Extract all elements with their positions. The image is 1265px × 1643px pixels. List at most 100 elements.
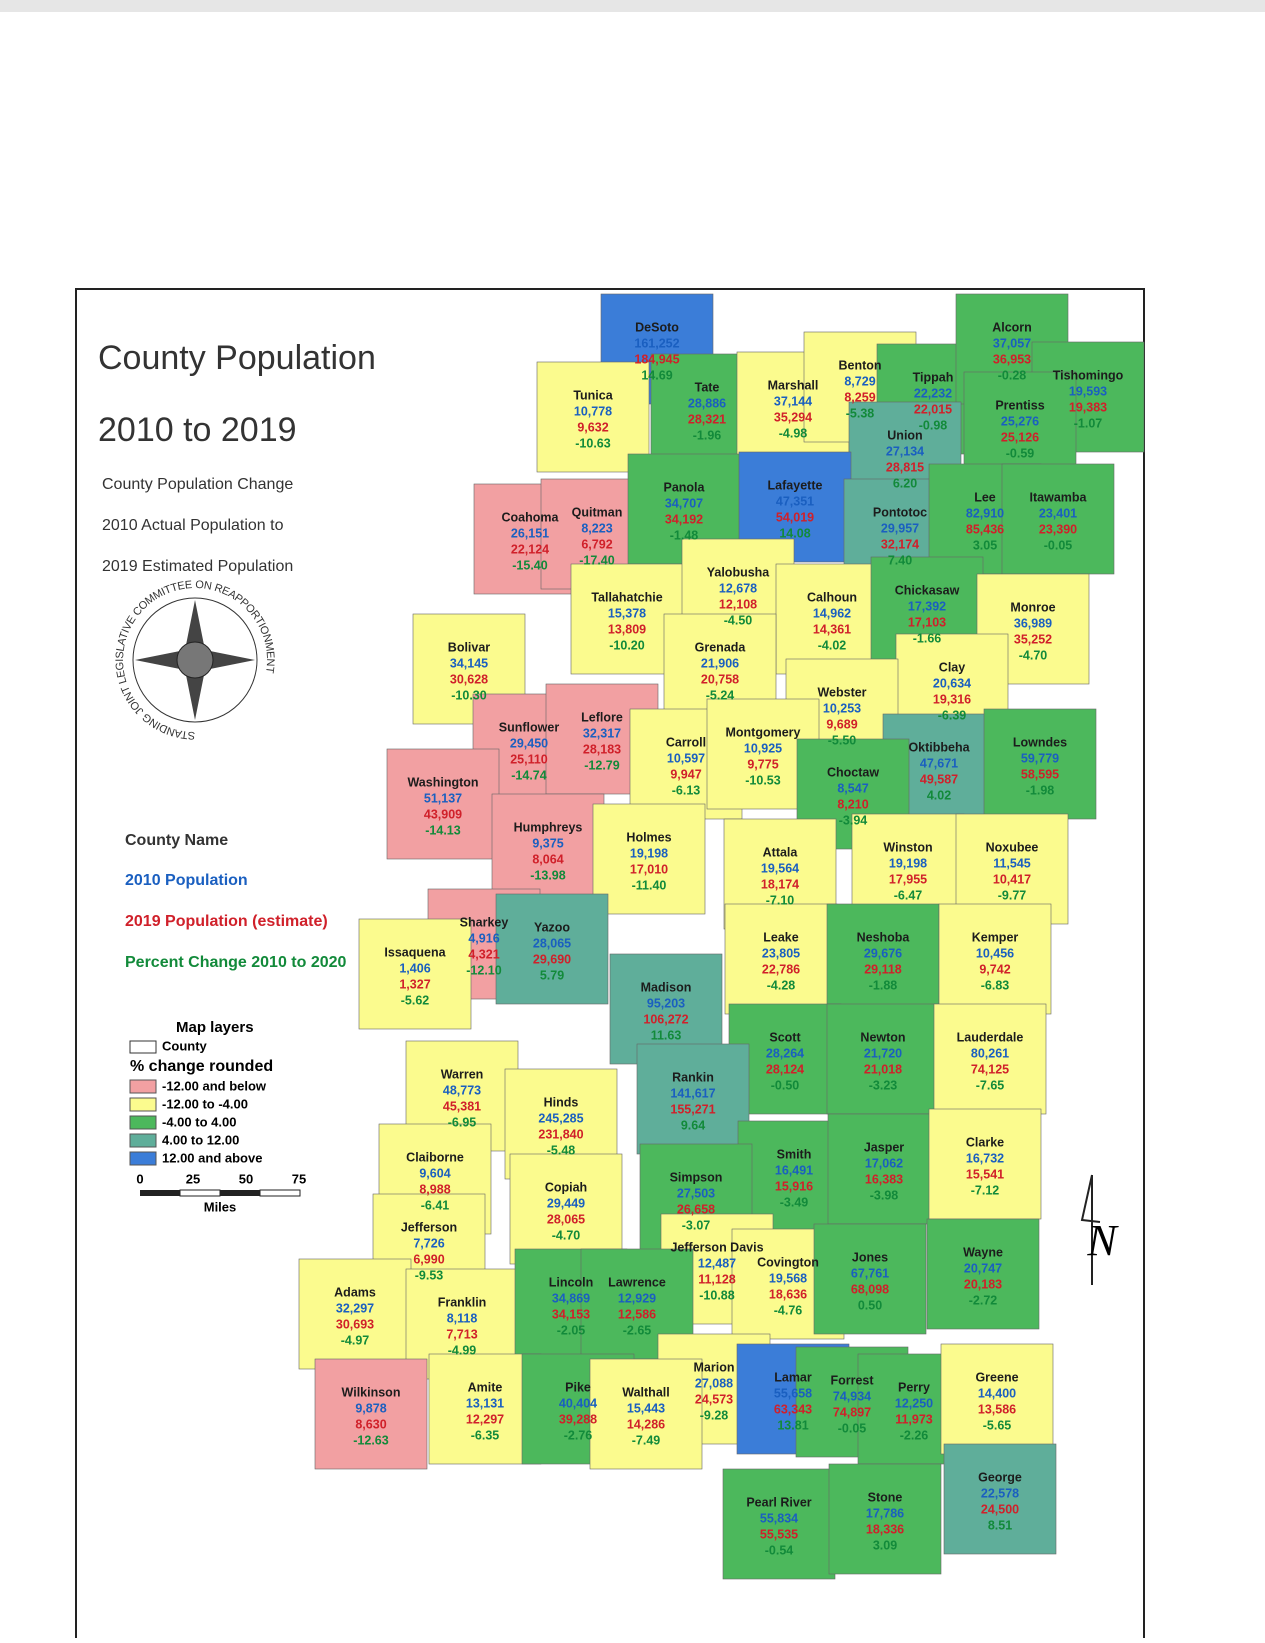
county-name: Sunflower [499, 720, 560, 734]
seal: STANDING JOINT LEGISLATIVE COMMITTEE ON … [114, 579, 276, 741]
population-2019: 25,126 [1001, 430, 1039, 444]
population-2010: 25,276 [1001, 414, 1039, 428]
population-2019: 8,064 [532, 852, 563, 866]
percent-change: -1.98 [1026, 783, 1055, 797]
percent-change: -9.77 [998, 888, 1027, 902]
population-2019: 39,288 [559, 1412, 597, 1426]
county-name: Warren [441, 1067, 484, 1081]
population-2010: 19,198 [630, 846, 668, 860]
legend-label: 12.00 and above [162, 1150, 262, 1165]
county-name: Pontotoc [873, 505, 927, 519]
population-2019: 63,343 [774, 1402, 812, 1416]
population-2019: 34,153 [552, 1307, 590, 1321]
county [963, 371, 1077, 483]
county-name: Calhoun [807, 590, 857, 604]
population-2019: 21,018 [864, 1062, 902, 1076]
percent-change: -6.41 [421, 1198, 450, 1212]
county-name: Lowndes [1013, 735, 1067, 749]
county-name: Holmes [626, 830, 671, 844]
population-2010: 40,404 [559, 1396, 597, 1410]
population-2019: 12,108 [719, 597, 757, 611]
key-change: Percent Change 2010 to 2020 [125, 954, 347, 971]
north-arrow: N [1080, 1174, 1119, 1285]
population-2019: 12,297 [466, 1412, 504, 1426]
population-2010: 20,747 [964, 1261, 1002, 1275]
county-name: Humphreys [514, 820, 583, 834]
population-2019: 28,065 [547, 1212, 585, 1226]
county-name: Yalobusha [707, 565, 771, 579]
percent-change: -4.99 [448, 1343, 477, 1357]
population-2010: 11,545 [993, 856, 1031, 870]
population-2019: 35,252 [1014, 632, 1052, 646]
population-2019: 85,436 [966, 522, 1004, 536]
county-name: Stone [868, 1490, 903, 1504]
description: 2019 Estimated Population [102, 558, 293, 575]
county-name: Jasper [864, 1140, 904, 1154]
county [386, 748, 500, 860]
county [495, 893, 609, 1005]
population-2010: 32,317 [583, 726, 621, 740]
population-2019: 45,381 [443, 1099, 481, 1113]
county [813, 1223, 927, 1335]
population-2019: 1,327 [399, 977, 430, 991]
county-name: Yazoo [534, 920, 570, 934]
county-name: Perry [898, 1380, 930, 1394]
county-name: Tallahatchie [591, 590, 662, 604]
percent-change: -10.88 [699, 1288, 734, 1302]
county-name: Hinds [544, 1095, 579, 1109]
population-2010: 17,392 [908, 599, 946, 613]
population-2010: 37,144 [774, 394, 812, 408]
population-2019: 11,128 [698, 1272, 736, 1286]
population-2019: 13,586 [978, 1402, 1016, 1416]
percent-change: 14.08 [779, 526, 810, 540]
population-2010: 21,720 [864, 1046, 902, 1060]
scale-bar-gap [179, 1189, 221, 1197]
county [491, 793, 605, 905]
population-2010: 141,617 [670, 1086, 715, 1100]
population-2010: 28,264 [766, 1046, 804, 1060]
population-2019: 30,693 [336, 1317, 374, 1331]
county-name: Bolivar [448, 640, 491, 654]
county [928, 1108, 1042, 1220]
county [298, 1258, 412, 1370]
population-2010: 47,351 [776, 494, 814, 508]
percent-change: -7.65 [976, 1078, 1005, 1092]
percent-change: -5.24 [706, 688, 735, 702]
county [775, 563, 889, 675]
county [589, 1358, 703, 1470]
county-name: Prentiss [995, 398, 1044, 412]
population-2010: 15,443 [627, 1401, 665, 1415]
county-name: Oktibbeha [908, 740, 970, 754]
percent-change: -4.70 [552, 1228, 581, 1242]
population-2010: 10,253 [823, 701, 861, 715]
population-2010: 9,878 [355, 1401, 386, 1415]
county [1001, 463, 1115, 575]
percent-change: -6.35 [471, 1428, 500, 1442]
percent-change: -7.12 [971, 1183, 1000, 1197]
percent-change: -13.98 [530, 868, 565, 882]
county [938, 903, 1052, 1015]
north-label: N [1086, 1216, 1119, 1265]
county-name: Tunica [573, 388, 613, 402]
population-2019: 10,417 [993, 872, 1031, 886]
percent-change: -3.49 [780, 1195, 809, 1209]
percent-change: -2.65 [623, 1323, 652, 1337]
county-name: Carroll [666, 735, 706, 749]
percent-change: -6.47 [894, 888, 923, 902]
population-2010: 34,145 [450, 656, 488, 670]
county-name: Itawamba [1030, 490, 1088, 504]
population-2019: 155,271 [670, 1102, 715, 1116]
percent-change: -14.13 [425, 823, 460, 837]
county [724, 903, 838, 1015]
percent-change: -4.28 [767, 978, 796, 992]
scale-tick-label: 50 [239, 1171, 253, 1186]
population-2010: 161,252 [634, 336, 679, 350]
population-2010: 23,401 [1039, 506, 1077, 520]
population-2019: 7,713 [446, 1327, 477, 1341]
percent-change: -7.10 [766, 893, 795, 907]
population-2010: 26,151 [511, 526, 549, 540]
population-2019: 9,632 [577, 420, 608, 434]
percent-change: 7.40 [888, 553, 912, 567]
